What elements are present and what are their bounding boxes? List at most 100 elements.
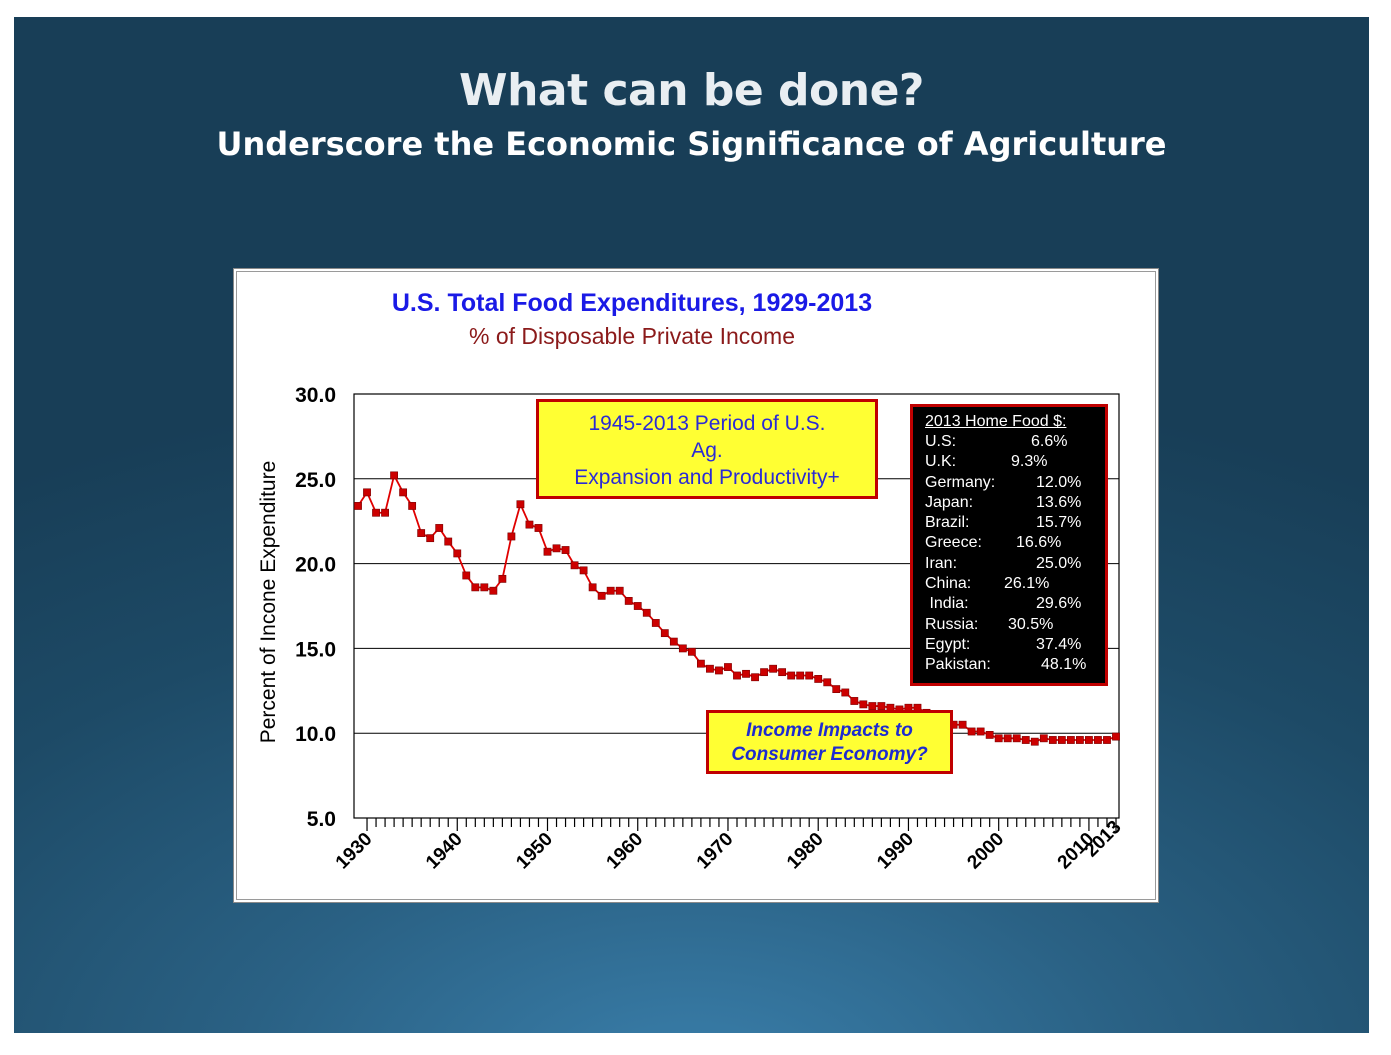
data-point	[633, 602, 642, 610]
data-point	[390, 471, 398, 480]
y-tick-label: 20.0	[295, 554, 336, 577]
data-point	[769, 664, 777, 673]
home-food-row: Japan: 13.6%	[925, 493, 1105, 513]
data-point	[1112, 732, 1120, 741]
data-point	[742, 669, 750, 678]
data-point	[435, 524, 444, 532]
data-point	[534, 524, 543, 532]
data-point	[489, 586, 498, 595]
x-tick-label: 2013	[1081, 817, 1126, 862]
data-point	[678, 644, 687, 653]
data-point	[1066, 736, 1075, 744]
home-food-row: Egypt: 37.4%	[925, 635, 1105, 655]
annotation-income-box: Income Impacts to Consumer Economy?	[706, 710, 953, 774]
data-point	[1076, 736, 1084, 744]
data-point	[597, 591, 606, 600]
home-food-row: Germany: 12.0%	[925, 473, 1105, 493]
data-point	[697, 659, 705, 668]
data-point	[796, 671, 805, 680]
data-point	[967, 727, 976, 736]
data-point	[724, 663, 732, 671]
home-food-value: 9.3%	[1011, 453, 1048, 471]
annotation-period-line: Ag.	[691, 439, 723, 462]
home-food-value: 16.6%	[1016, 534, 1062, 552]
y-axis-label: Percent of Incone Expenditure	[257, 461, 280, 744]
home-food-country: U.S:	[925, 433, 957, 450]
home-food-country: Egypt:	[925, 635, 971, 653]
data-point	[579, 566, 588, 575]
data-point	[624, 597, 633, 605]
chart-frame: U.S. Total Food Expenditures, 1929-2013 …	[233, 268, 1159, 903]
data-point	[561, 546, 570, 554]
home-food-country: Pakistan:	[925, 656, 991, 674]
data-point	[733, 671, 741, 680]
data-point	[823, 678, 832, 687]
home-food-row: Brazil: 15.7%	[925, 513, 1105, 533]
data-point	[570, 561, 579, 570]
home-food-rows: U.S: 6.6% U.K: 9.3% Germany: 12.0% Japan: 13.6%…	[925, 432, 1105, 676]
data-point	[976, 727, 985, 736]
home-food-row: Iran: 25.0%	[925, 554, 1105, 574]
x-tick-label: 1970	[693, 829, 738, 874]
home-food-value: 30.5%	[1008, 615, 1054, 633]
home-food-value: 15.7%	[1036, 514, 1082, 532]
data-point	[660, 629, 669, 638]
home-food-row: U.S: 6.6%	[925, 432, 1105, 452]
data-point	[471, 583, 480, 592]
annotation-period-line: 1945-2013 Period of U.S.	[588, 412, 826, 435]
data-point	[444, 537, 453, 546]
data-point	[859, 700, 868, 709]
data-point	[814, 675, 823, 683]
data-point	[552, 544, 561, 553]
data-point	[1048, 736, 1057, 744]
data-point	[1003, 734, 1012, 743]
home-food-row: Russia: 30.5%	[925, 615, 1105, 635]
data-point	[363, 488, 371, 497]
y-tick-label: 10.0	[295, 723, 336, 746]
data-point	[669, 637, 678, 646]
data-point	[687, 647, 696, 656]
slide-title: What can be done?	[459, 65, 924, 116]
y-tick-labels: 5.0 10.0 15.0 20.0 25.0 30.0	[295, 384, 336, 831]
data-point	[1103, 736, 1111, 744]
home-food-country: China:	[925, 575, 972, 593]
data-point	[498, 574, 507, 583]
data-point	[868, 702, 877, 710]
data-point	[994, 734, 1003, 743]
data-point	[543, 547, 552, 556]
x-tick-label: 1980	[783, 829, 828, 874]
data-point	[1021, 736, 1030, 744]
home-food-value: 48.1%	[1041, 656, 1087, 674]
x-tick-label: 1940	[422, 829, 467, 874]
home-food-row: Pakistan: 48.1%	[925, 655, 1105, 675]
data-point	[606, 586, 615, 595]
x-tick-label: 1930	[332, 829, 377, 874]
data-point	[706, 664, 714, 673]
home-food-value: 29.6%	[1036, 595, 1082, 613]
data-point	[651, 619, 660, 627]
data-point	[480, 583, 489, 592]
home-food-country: Russia:	[925, 615, 979, 633]
data-point	[751, 673, 759, 682]
home-food-country: India:	[925, 595, 969, 613]
home-food-value: 37.4%	[1036, 635, 1082, 653]
data-point	[1094, 736, 1102, 744]
data-point	[787, 671, 796, 680]
home-food-country: U.K:	[925, 453, 957, 471]
home-food-country: Brazil:	[925, 514, 970, 532]
data-point	[841, 688, 850, 697]
data-point	[516, 500, 525, 509]
x-tick-label: 1950	[512, 829, 557, 874]
data-point	[453, 549, 462, 558]
chart-subtitle: % of Disposable Private Income	[469, 323, 795, 349]
y-tick-label: 5.0	[307, 808, 336, 831]
data-point	[615, 586, 624, 595]
home-food-value: 6.6%	[1031, 433, 1068, 450]
home-food-country: Japan:	[925, 493, 974, 511]
home-food-row: U.K: 9.3%	[925, 452, 1105, 472]
home-food-table: 2013 Home Food $: U.S: 6.6% U.K: 9.3% German…	[910, 404, 1108, 686]
chart-svg: U.S. Total Food Expenditures, 1929-2013 …	[257, 289, 1126, 874]
home-food-value: 12.0%	[1036, 473, 1082, 491]
slide-subtitle: Underscore the Economic Significance of …	[216, 125, 1167, 163]
